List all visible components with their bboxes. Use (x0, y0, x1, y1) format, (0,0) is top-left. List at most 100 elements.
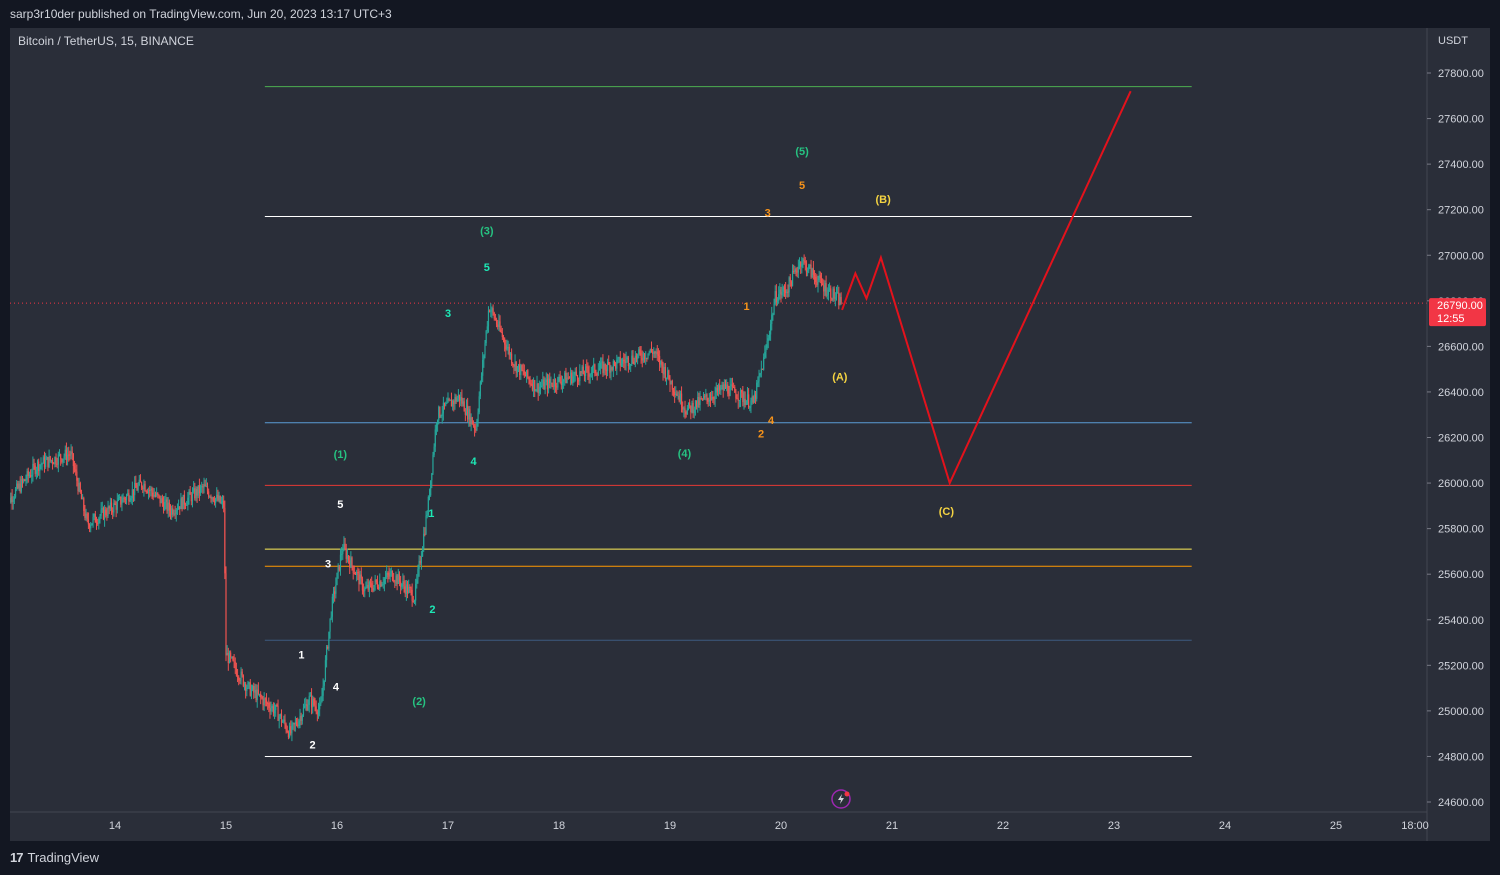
candle-body (440, 416, 442, 418)
candle-body (509, 353, 512, 356)
candle-body (802, 259, 804, 264)
candle-body (108, 506, 110, 509)
candle-body (593, 364, 595, 367)
tradingview-logo[interactable]: 17 TradingView (10, 850, 99, 865)
candle-body (445, 403, 447, 406)
candle-body (360, 574, 362, 579)
candle-body (279, 714, 281, 717)
candle-body (209, 496, 211, 498)
price-axis[interactable]: 27800.00 27600.00 27400.00 27200.00 27000.00… (1427, 68, 1484, 809)
candle-body (223, 500, 225, 508)
candle-body (404, 586, 406, 594)
candle-body (354, 573, 357, 575)
tradingview-mark-icon: 17 (10, 850, 24, 865)
candle-body (575, 371, 577, 376)
chart-panel[interactable]: (1) (2) (3) (4) (5) 1 2 3 4 5 1 2 3 4 5 1 2 3 4 5 (A) (B) (C) … (3, 28, 1490, 841)
candle-body (615, 362, 617, 369)
candle-body (70, 451, 72, 455)
candle-body (345, 548, 347, 559)
candle-body (704, 396, 706, 398)
candle-body (123, 497, 125, 499)
candle-body (542, 379, 544, 386)
candle-body (231, 657, 233, 659)
candle-body (304, 705, 306, 708)
candle-body (705, 394, 707, 397)
candle-body (543, 379, 545, 390)
candle-body (349, 560, 351, 568)
candle-body (741, 390, 743, 393)
candle-body (72, 453, 74, 467)
candle-body (833, 288, 835, 299)
candle-body (367, 585, 369, 590)
candle-body (109, 502, 111, 509)
candle-body (428, 495, 431, 497)
candle-body (469, 409, 471, 425)
candle-body (791, 270, 794, 286)
candle-body (606, 362, 609, 371)
time-tick-label: 15 (220, 820, 232, 832)
candle-body (411, 589, 413, 601)
time-axis[interactable]: 14 15 16 17 18 19 20 21 22 23 24 25 18:00 (109, 820, 1429, 832)
candle-body (39, 464, 41, 472)
candle-body (105, 509, 107, 515)
candle-body (211, 497, 213, 499)
candle-body (323, 680, 325, 686)
candle-body (114, 503, 116, 505)
time-tick-label: 19 (664, 820, 676, 832)
candle-body (336, 572, 338, 586)
candle-body (147, 489, 150, 493)
candle-body (203, 484, 205, 488)
alert-icon[interactable] (831, 789, 851, 809)
candle-body (357, 571, 359, 573)
candle-body (198, 485, 201, 494)
published-line: sarp3r10der published on TradingView.com… (10, 7, 392, 21)
candle-body (463, 401, 465, 412)
candle-body (490, 310, 492, 312)
candle-body (721, 384, 723, 388)
time-tick-label: 23 (1108, 820, 1120, 832)
candle-body (637, 354, 639, 359)
price-chart[interactable]: (1)(2)(3)(4)(5)123451234512345(A)(B)(C) … (3, 28, 1490, 841)
candle-body (520, 365, 522, 376)
candle-body (769, 323, 772, 335)
candle-body (83, 498, 85, 511)
candle-body (627, 357, 629, 367)
candle-body (528, 377, 530, 380)
candle-body (581, 366, 583, 373)
candle-body (439, 406, 441, 417)
candle-body (569, 372, 572, 378)
candle-body (461, 397, 463, 404)
candle-body (819, 275, 821, 279)
candle-body (409, 587, 411, 589)
candle-body (454, 397, 456, 405)
candle-body (271, 706, 273, 709)
candle-body (167, 502, 169, 511)
candle-body (57, 454, 59, 465)
candle-body (545, 379, 547, 383)
candle-body (547, 378, 550, 390)
candle-body (101, 508, 103, 510)
candle-body (10, 496, 12, 503)
candle-body (680, 393, 683, 408)
candle-body (707, 398, 709, 402)
candle-body (693, 409, 695, 414)
candle-body (388, 574, 390, 577)
candle-body (332, 591, 335, 597)
candle-body (516, 366, 518, 373)
candle-body (419, 560, 421, 564)
candle-body (364, 588, 366, 592)
candle-body (677, 395, 679, 397)
candle-body (793, 270, 795, 272)
candle-body (546, 379, 549, 390)
candle-body (115, 504, 117, 510)
wave-label: 1 (298, 649, 304, 661)
candle-body (290, 726, 292, 734)
candle-body (750, 400, 752, 407)
candle-body (623, 359, 625, 362)
candle-body (737, 398, 739, 401)
candle-body (287, 732, 290, 738)
abc-projection-line[interactable] (841, 90, 1132, 486)
candle-body (256, 689, 258, 701)
candle-body (204, 484, 206, 487)
candle-body (286, 730, 288, 733)
